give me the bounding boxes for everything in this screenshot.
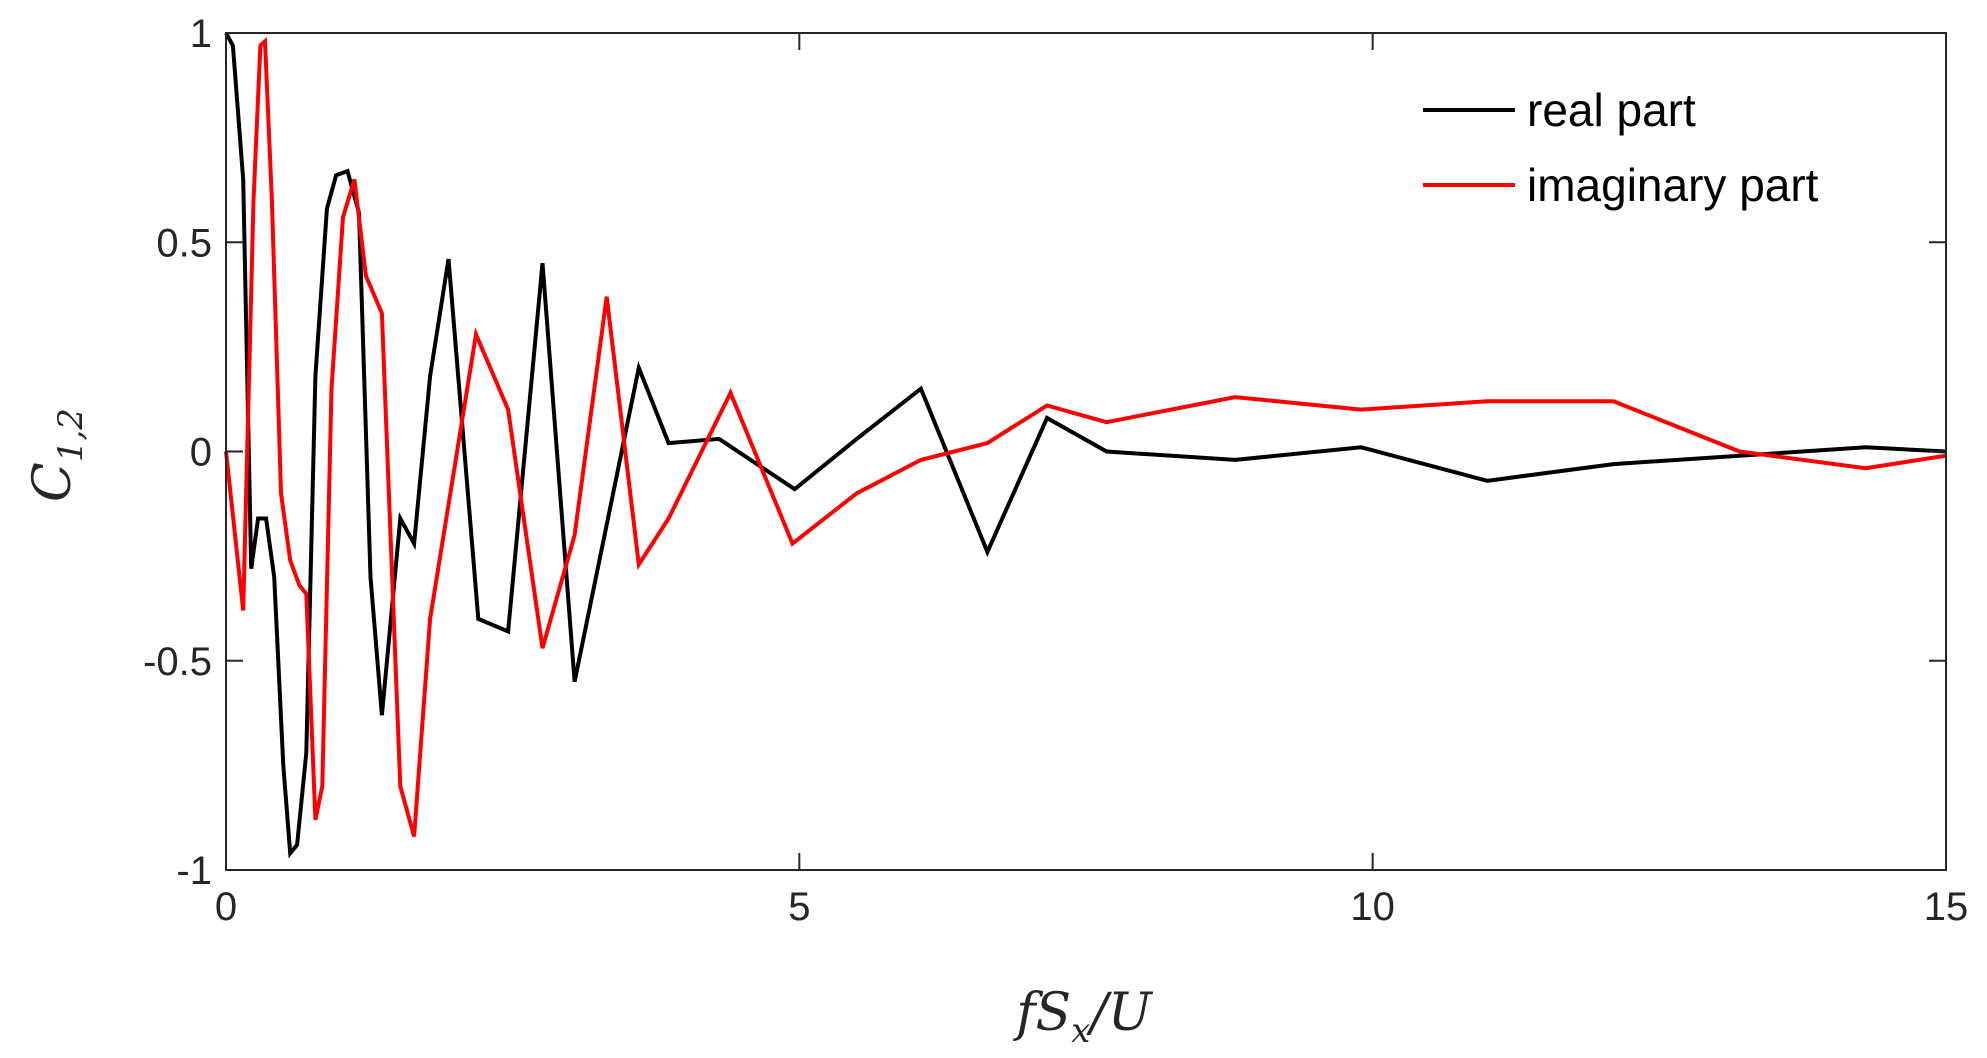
y-tick-label: 1: [190, 12, 212, 56]
x-tick-label: 5: [788, 885, 810, 929]
axes: 0 5 10 15 -1 -0.5 0 0.5 1: [143, 12, 1968, 929]
y-axis-label-base: C: [23, 462, 83, 502]
x-tick-label: 0: [215, 885, 237, 929]
y-tick-label: 0.5: [156, 221, 212, 265]
series-line-imaginary-part: [224, 37, 1947, 838]
y-tick-label: 0: [190, 431, 212, 475]
x-axis-label-subscript: x: [1071, 1011, 1090, 1051]
x-axis-label: fSx/U: [1012, 983, 1154, 1051]
y-tick-label: -1: [176, 849, 212, 893]
legend: real part imaginary part: [1423, 84, 1819, 211]
y-tick-label: -0.5: [143, 640, 212, 684]
y-axis-label: C1,2: [23, 408, 91, 502]
x-axis-label-base: fS: [1012, 983, 1071, 1043]
x-tick-label: 15: [1924, 885, 1969, 929]
x-axis-label-tail: /U: [1085, 983, 1154, 1043]
x-tick-label: 10: [1350, 885, 1395, 929]
legend-label: imaginary part: [1527, 159, 1819, 211]
plot-area: [224, 32, 1947, 870]
y-axis-label-subscript: 1,2: [51, 408, 91, 462]
series-line-real-part: [224, 32, 1947, 859]
legend-label: real part: [1527, 84, 1696, 136]
